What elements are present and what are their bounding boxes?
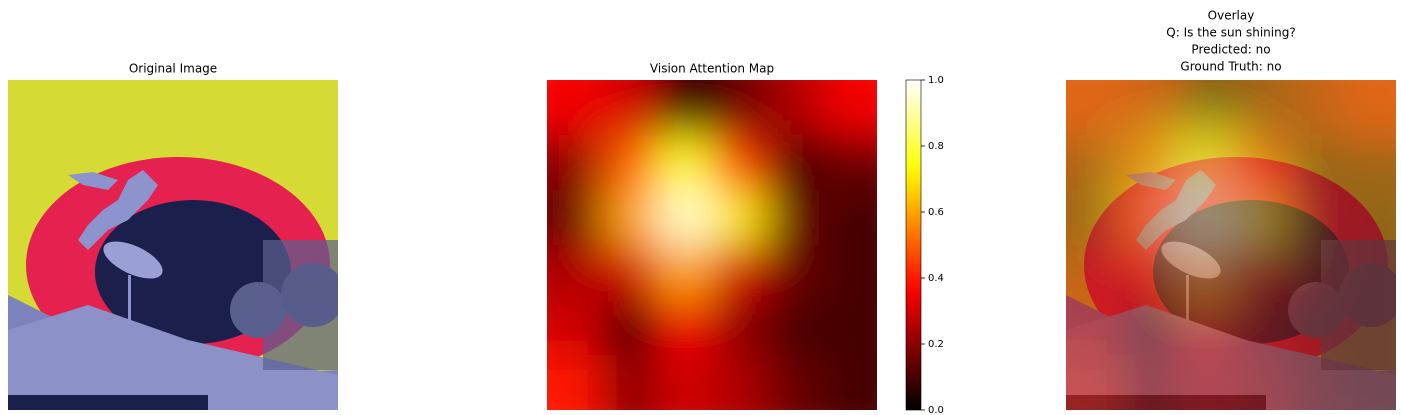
heat-cell: [547, 190, 602, 245]
clipped-label: 0.0: [906, 0, 922, 3]
heat-cell: [1121, 135, 1176, 190]
heat-cell: [822, 355, 877, 410]
heat-cell: [547, 355, 602, 410]
heat-cell: [1286, 300, 1341, 355]
heat-cell: [822, 135, 877, 190]
heat-cell: [657, 300, 712, 355]
heat-cell: [1176, 355, 1231, 410]
heat-cell: [1176, 80, 1231, 135]
heat-cell: [1121, 355, 1176, 410]
heat-cell: [712, 245, 767, 300]
heat-cell: [1286, 355, 1341, 410]
heat-cell: [1231, 245, 1286, 300]
heat-cell: [822, 300, 877, 355]
heat-cell: [712, 355, 767, 410]
heat-cell: [1176, 245, 1231, 300]
heat-cell: [657, 355, 712, 410]
heat-cell: [1121, 245, 1176, 300]
heat-cell: [1231, 135, 1286, 190]
colorbar-tick-label: 0.2: [928, 339, 944, 350]
heat-cell: [1341, 80, 1396, 135]
heat-cell: [602, 300, 657, 355]
heat-cell: [1231, 190, 1286, 245]
heat-cell: [602, 355, 657, 410]
heat-cell: [602, 135, 657, 190]
heat-cell: [1176, 190, 1231, 245]
heat-cell: [822, 245, 877, 300]
heat-cell: [1341, 300, 1396, 355]
overlay-image: [1066, 80, 1396, 410]
heat-cell: [1066, 245, 1121, 300]
heat-cell: [712, 80, 767, 135]
heatmap-cells: [547, 80, 877, 410]
heat-cell: [822, 190, 877, 245]
overlay-title: Overlay Q: Is the sun shining? Predicted: …: [1166, 9, 1295, 74]
heat-cell: [547, 300, 602, 355]
heat-cell: [1341, 245, 1396, 300]
overlay-title-line: Predicted: no: [1191, 43, 1270, 57]
heat-cell: [657, 135, 712, 190]
heat-cell: [822, 80, 877, 135]
overlay-title-line: Ground Truth: no: [1180, 60, 1281, 74]
heat-cell: [1121, 190, 1176, 245]
panel-title: Original Image: [129, 62, 217, 76]
heat-cell: [1066, 300, 1121, 355]
panel-title: Vision Attention Map: [650, 62, 774, 76]
heat-cell: [1231, 355, 1286, 410]
heat-cell: [602, 190, 657, 245]
heat-cell: [767, 300, 822, 355]
heat-cell: [712, 300, 767, 355]
heat-cell: [1066, 135, 1121, 190]
heat-cell: [1286, 245, 1341, 300]
heat-cell: [1341, 190, 1396, 245]
heat-cell: [1231, 80, 1286, 135]
heat-cell: [602, 80, 657, 135]
heat-cell: [602, 245, 657, 300]
colorbar: [905, 79, 922, 411]
colorbar-ticks: 0.0 0.2 0.4 0.6 0.8 1.0: [921, 75, 944, 415]
heat-cell: [657, 80, 712, 135]
heat-cell: [1176, 135, 1231, 190]
heat-cell: [1121, 300, 1176, 355]
heat-cell: [547, 245, 602, 300]
colorbar-tick-label: 0.6: [928, 207, 944, 218]
overlay-title-line: Overlay: [1208, 9, 1255, 23]
overlay-title-line: Q: Is the sun shining?: [1166, 26, 1295, 40]
colorbar-tick-label: 1.0: [928, 75, 944, 86]
heat-cell: [1286, 190, 1341, 245]
heat-cell: [1121, 80, 1176, 135]
heat-cell: [1341, 135, 1396, 190]
heat-cell: [767, 355, 822, 410]
heat-cell: [1231, 300, 1286, 355]
heat-cell: [1066, 190, 1121, 245]
heat-cell: [657, 245, 712, 300]
heat-cell: [767, 80, 822, 135]
heat-cell: [1286, 80, 1341, 135]
heat-cell: [767, 190, 822, 245]
heat-cell: [1286, 135, 1341, 190]
heat-cell: [547, 80, 602, 135]
heat-cell: [712, 190, 767, 245]
heat-cell: [1176, 300, 1231, 355]
colorbar-tick-label: 0.0: [928, 405, 944, 415]
colorbar-tick-label: 0.8: [928, 141, 944, 152]
attention-map: [547, 80, 877, 410]
colorbar-tick-label: 0.4: [928, 273, 944, 284]
heat-cell: [1066, 355, 1121, 410]
original-image: [8, 80, 338, 410]
heat-cell: [712, 135, 767, 190]
heat-cell: [767, 245, 822, 300]
overlay-heat: [1066, 80, 1396, 410]
heat-cell: [547, 135, 602, 190]
heat-cell: [657, 190, 712, 245]
heat-cell: [1066, 80, 1121, 135]
heat-cell: [767, 135, 822, 190]
heat-cell: [1341, 355, 1396, 410]
